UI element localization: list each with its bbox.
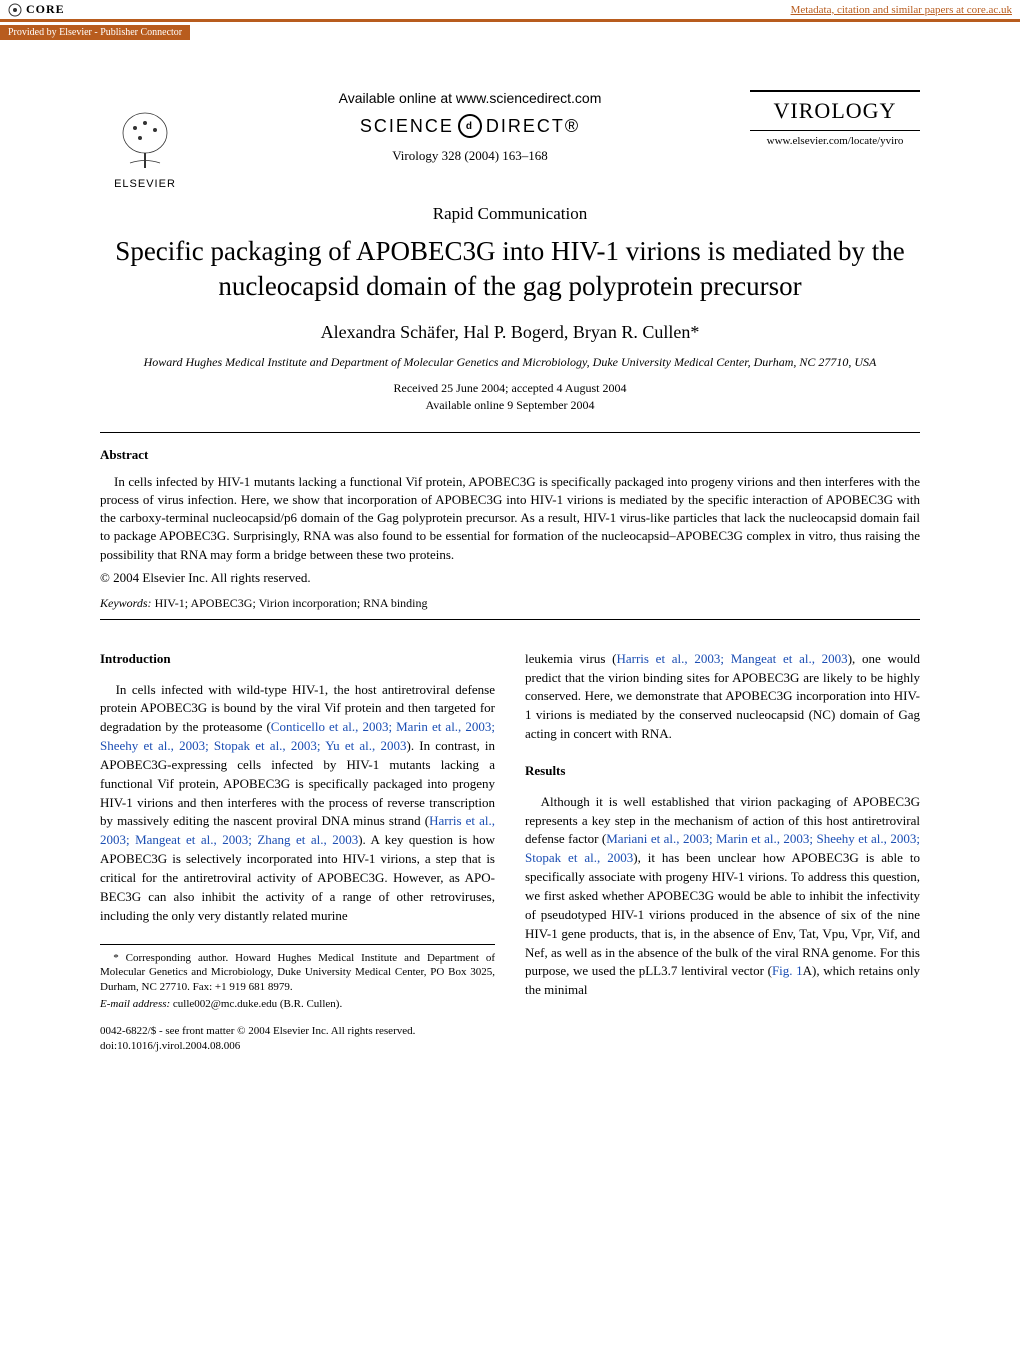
core-icon [8, 3, 22, 17]
keywords-line: Keywords: HIV-1; APOBEC3G; Virion incorp… [100, 596, 920, 611]
core-banner: CORE Metadata, citation and similar pape… [0, 0, 1020, 22]
abstract-text: In cells infected by HIV-1 mutants lacki… [100, 473, 920, 564]
provider-bar: Provided by Elsevier - Publisher Connect… [0, 25, 190, 40]
article-dates: Received 25 June 2004; accepted 4 August… [100, 380, 920, 414]
elsevier-logo: ELSEVIER [100, 90, 190, 190]
received-date: Received 25 June 2004; accepted 4 August… [100, 380, 920, 397]
available-online-text: Available online at www.sciencedirect.co… [190, 90, 750, 106]
left-column: Introduction In cells infected with wild… [100, 650, 495, 1055]
page-content: ELSEVIER Available online at www.science… [0, 40, 1020, 1095]
results-para-1: Although it is well established that vir… [525, 793, 920, 1000]
core-logo-text: CORE [26, 2, 65, 17]
keywords-label: Keywords: [100, 596, 152, 610]
ref-link-3[interactable]: Harris et al., 2003; Mangeat et al., 200… [616, 651, 847, 666]
rule-top [100, 432, 920, 433]
metadata-link[interactable]: Metadata, citation and similar papers at… [791, 4, 1012, 16]
journal-url: www.elsevier.com/locate/yviro [750, 135, 920, 147]
col2-para-1: leukemia virus (Harris et al., 2003; Man… [525, 650, 920, 744]
journal-header: ELSEVIER Available online at www.science… [100, 90, 920, 190]
abstract-body: In cells infected by HIV-1 mutants lacki… [100, 474, 920, 562]
front-matter: 0042-6822/$ - see front matter © 2004 El… [100, 1024, 495, 1039]
email-label: E-mail address: [100, 998, 170, 1010]
doi-block: 0042-6822/$ - see front matter © 2004 El… [100, 1024, 495, 1055]
authors: Alexandra Schäfer, Hal P. Bogerd, Bryan … [100, 322, 920, 343]
intro-para-1: In cells infected with wild-type HIV-1, … [100, 681, 495, 926]
affiliation: Howard Hughes Medical Institute and Depa… [100, 355, 920, 370]
header-center: Available online at www.sciencedirect.co… [190, 90, 750, 164]
article-title: Specific packaging of APOBEC3G into HIV-… [100, 234, 920, 304]
citation-text: Virology 328 (2004) 163–168 [190, 148, 750, 164]
sciencedirect-logo: SCIENCE d DIRECT® [190, 114, 750, 138]
corresponding-author: * Corresponding author. Howard Hughes Me… [100, 951, 495, 996]
email-address: culle002@mc.duke.edu (B.R. Cullen). [170, 998, 342, 1010]
email-line: E-mail address: culle002@mc.duke.edu (B.… [100, 997, 495, 1012]
col2-p1a: leukemia virus ( [525, 651, 616, 666]
keywords-text: HIV-1; APOBEC3G; Virion incorporation; R… [152, 596, 428, 610]
doi: doi:10.1016/j.virol.2004.08.006 [100, 1039, 495, 1054]
journal-name: VIROLOGY [750, 90, 920, 131]
elsevier-tree-icon [110, 108, 180, 178]
article-type: Rapid Communication [100, 204, 920, 224]
copyright: © 2004 Elsevier Inc. All rights reserved… [100, 570, 920, 586]
abstract-heading: Abstract [100, 447, 920, 463]
sd-circle-icon: d [458, 114, 482, 138]
body-columns: Introduction In cells infected with wild… [100, 650, 920, 1055]
right-column: leukemia virus (Harris et al., 2003; Man… [525, 650, 920, 1055]
fig-link-1[interactable]: Fig. 1 [772, 963, 803, 978]
footnotes: * Corresponding author. Howard Hughes Me… [100, 944, 495, 1012]
col2-p2b: ), it has been unclear how APOBEC3G is a… [525, 850, 920, 978]
header-right: VIROLOGY www.elsevier.com/locate/yviro [750, 90, 920, 147]
sd-text-right: DIRECT® [486, 116, 580, 137]
elsevier-text: ELSEVIER [114, 178, 176, 190]
results-heading: Results [525, 762, 920, 781]
online-date: Available online 9 September 2004 [100, 397, 920, 414]
core-left: CORE [8, 2, 65, 17]
sd-text-left: SCIENCE [360, 116, 454, 137]
introduction-heading: Introduction [100, 650, 495, 669]
rule-bottom [100, 619, 920, 620]
